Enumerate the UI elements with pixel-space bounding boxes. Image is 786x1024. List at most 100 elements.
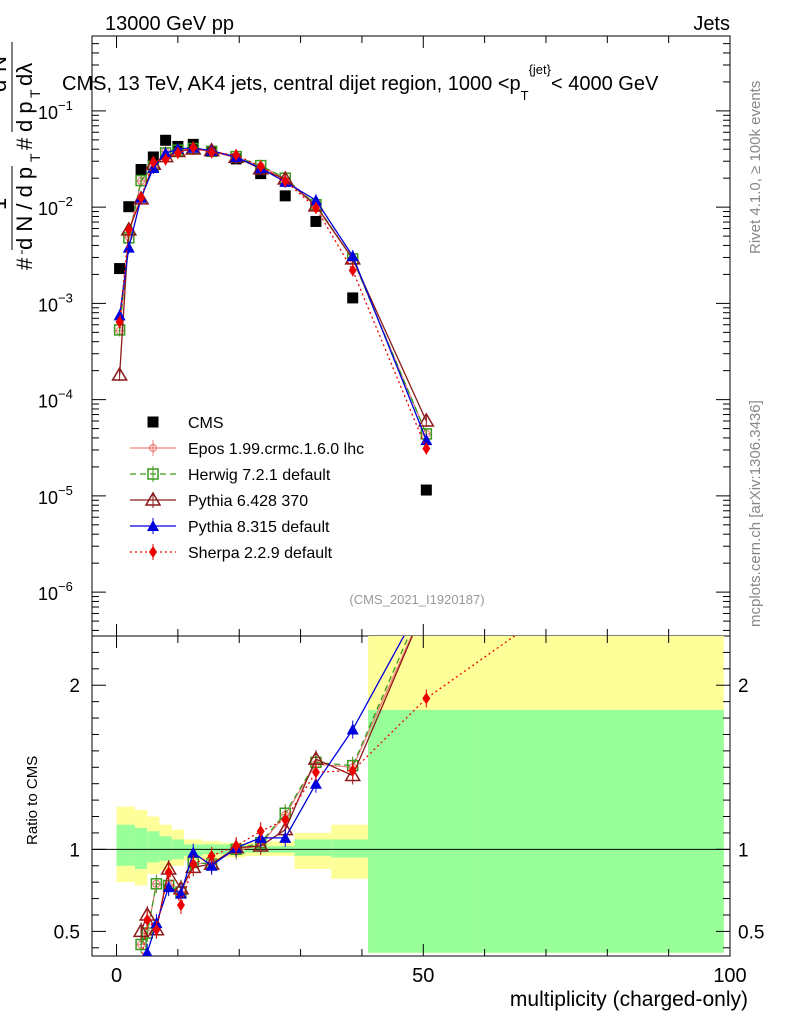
ratio-point-Sherpa [143,913,152,926]
ratio-point-Pythia8 [162,881,175,893]
x-tick-label: 0 [111,965,122,987]
header-right: Jets [693,13,730,35]
point-CMS [347,292,359,304]
legend-label: CMS [188,415,224,432]
mcplots-label: mcplots.cern.ch [arXiv:1306.3436] [747,400,764,627]
ratio-point-Sherpa [348,764,357,777]
point-Sherpa [115,316,124,329]
x-axis-label: multiplicity (charged-only) [510,988,748,1011]
chart-title: CMS, 13 TeV, AK4 jets, central dijet reg… [62,62,659,103]
ratio-point-Sherpa [176,899,185,912]
legend-marker-Herwig [147,468,159,480]
legend-marker-CMS [147,416,159,428]
legend-label: Epos 1.99.crmc.1.6.0 lhc [188,441,364,458]
svg-text:#: # [12,257,37,270]
point-Sherpa [173,147,182,160]
ratio-point-Sherpa [281,813,290,826]
point-Sherpa [311,201,320,214]
ratio-point-Sherpa [207,849,216,862]
legend-label: Sherpa 2.2.9 default [188,545,333,562]
point-CMS [123,201,135,213]
svg-text:N: N [0,56,11,72]
legend-label: Pythia 6.428 370 [188,493,308,510]
point-Sherpa [189,141,198,154]
series-line-Pythia8 [118,147,427,441]
point-CMS [279,190,291,202]
band-green [331,839,369,858]
series-line-Epos [118,148,427,435]
ratio-point-Pythia8 [205,859,218,871]
svg-text:#: # [12,137,37,150]
ratio-point-Pythia6 [344,766,362,782]
point-Sherpa [207,146,216,159]
band-green [116,824,135,866]
svg-text:d p: d p [12,101,37,132]
point-Sherpa [256,160,265,173]
point-Sherpa [161,153,170,166]
point-Pythia8 [122,241,135,253]
x-tick-label: 50 [412,965,434,987]
ratio-series [132,636,516,956]
legend-label: Pythia 8.315 default [188,519,330,536]
ratio-point-Sherpa [232,840,241,853]
ratio-y-tick-label: 2 [69,676,80,697]
series-line-Sherpa [118,147,427,449]
svg-text:dλ: dλ [12,63,37,86]
ratio-point-Pythia8 [309,777,322,789]
ratio-point-Sherpa [311,766,320,779]
y-tick-label: 10−1 [38,98,73,123]
y-tick-label: 10−3 [38,290,73,315]
ratio-point-Sherpa [189,858,198,871]
ratio-point-Pythia8 [187,846,200,858]
ratio-y-tick-label: 1 [69,840,80,861]
legend-label: Herwig 7.2.1 default [188,467,331,484]
band-green [294,839,332,856]
ratio-point-Sherpa [164,866,173,879]
ratio-point-Sherpa [256,825,265,838]
legend: CMS Epos 1.99.crmc.1.6.0 lhc Herwig 7.2.1 … [130,415,364,562]
svg-text:1: 1 [0,198,11,210]
legend-marker-Sherpa [149,546,157,558]
header-left: 13000 GeV pp [105,13,234,35]
band-green [134,828,148,870]
uncertainty-bands [92,636,730,953]
point-CMS [160,134,172,146]
ratio-point-Herwig [150,878,163,890]
point-Sherpa [232,149,241,162]
band-green [368,709,479,953]
point-Sherpa [281,174,290,187]
ratio-axes: 0 50 100 0.5 0.5 1 1 2 2 [54,636,764,987]
band-green [478,709,724,953]
point-Pythia8 [159,147,172,159]
point-Sherpa [124,223,133,236]
band-green [159,836,172,861]
ratio-y-tick-label: 1 [738,840,749,861]
ratio-series-clipped [132,636,516,956]
ratio-line-Pythia6 [140,636,414,932]
point-Sherpa [137,191,146,204]
y-tick-label: 10−5 [38,483,73,508]
y-tick-label: 10−4 [38,387,73,412]
main-series [111,134,435,496]
point-Pythia6 [418,412,435,427]
point-CMS [310,215,322,227]
y-axis-label-ratio: Ratio to CMS [24,756,41,845]
legend-marker-Pythia6 [144,491,162,506]
ratio-point-Pythia8 [346,723,359,735]
svg-text:T: T [27,153,43,162]
y-tick-label: 10−6 [38,579,73,604]
ratio-point-Sherpa [152,923,161,936]
ratio-point-Pythia6 [132,922,150,938]
ratio-point-Pythia8 [279,831,292,843]
series-line-Herwig [118,147,427,435]
rivet-label: Rivet 4.1.0, ≥ 100k events [747,81,764,254]
point-Herwig [135,174,147,187]
svg-text:d N / d p: d N / d p [12,167,37,250]
ratio-point-Sherpa [422,692,431,705]
ratio-point-Pythia8 [142,946,153,956]
point-Sherpa [422,442,431,455]
ratio-y-tick-label: 2 [738,676,749,697]
main-axes: 10−1 10−2 10−3 10−4 10−5 10−6 [38,36,731,636]
analysis-tag: (CMS_2021_I1920187) [349,592,484,607]
x-tick-label: 100 [713,965,746,987]
